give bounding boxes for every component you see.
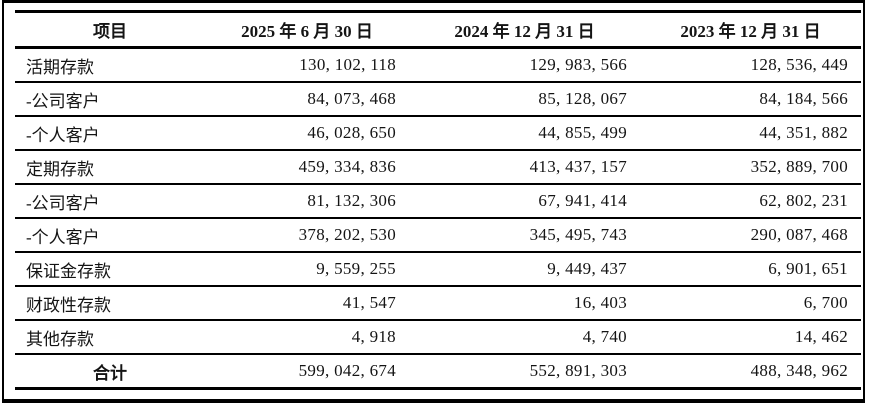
deposits-table-container: 项目 2025 年 6 月 30 日 2024 年 12 月 31 日 2023… (15, 10, 861, 390)
cell-value: 129, 983, 566 (409, 47, 640, 83)
cell-value: 4, 918 (205, 320, 409, 355)
cell-value: 84, 073, 468 (205, 82, 409, 117)
cell-value: 6, 700 (640, 286, 861, 321)
col-header-date-2023-12-31: 2023 年 12 月 31 日 (640, 11, 861, 49)
row-label: 财政性存款 (15, 286, 205, 321)
col-header-item: 项目 (15, 11, 205, 49)
cell-value: 67, 941, 414 (409, 184, 640, 219)
cell-value: 9, 559, 255 (205, 252, 409, 287)
cell-value: 128, 536, 449 (640, 47, 861, 83)
cell-value: 130, 102, 118 (205, 47, 409, 83)
col-header-date-2025-06-30: 2025 年 6 月 30 日 (205, 11, 409, 49)
table-row-time-deposits: 定期存款 459, 334, 836 413, 437, 157 352, 88… (15, 150, 861, 185)
table-row-margin-deposits: 保证金存款 9, 559, 255 9, 449, 437 6, 901, 65… (15, 252, 861, 287)
cell-value: 44, 855, 499 (409, 116, 640, 151)
cell-value: 81, 132, 306 (205, 184, 409, 219)
deposits-table: 项目 2025 年 6 月 30 日 2024 年 12 月 31 日 2023… (15, 10, 861, 390)
cell-value: 345, 495, 743 (409, 218, 640, 253)
cell-value: 44, 351, 882 (640, 116, 861, 151)
row-label: -公司客户 (15, 82, 205, 117)
table-row-fiscal-deposits: 财政性存款 41, 547 16, 403 6, 700 (15, 286, 861, 321)
cell-value: 459, 334, 836 (205, 150, 409, 185)
row-label: 保证金存款 (15, 252, 205, 287)
row-label: -公司客户 (15, 184, 205, 219)
row-label: -个人客户 (15, 218, 205, 253)
row-label: 活期存款 (15, 47, 205, 83)
cell-value: 413, 437, 157 (409, 150, 640, 185)
row-label: 其他存款 (15, 320, 205, 355)
table-row-total: 合计 599, 042, 674 552, 891, 303 488, 348,… (15, 354, 861, 389)
row-label: -个人客户 (15, 116, 205, 151)
table-row-demand-corporate: -公司客户 84, 073, 468 85, 128, 067 84, 184,… (15, 82, 861, 117)
col-header-date-2024-12-31: 2024 年 12 月 31 日 (409, 11, 640, 49)
table-row-demand-personal: -个人客户 46, 028, 650 44, 855, 499 44, 351,… (15, 116, 861, 151)
cell-value: 6, 901, 651 (640, 252, 861, 287)
cell-value: 290, 087, 468 (640, 218, 861, 253)
cell-value: 46, 028, 650 (205, 116, 409, 151)
cell-value: 352, 889, 700 (640, 150, 861, 185)
table-row-demand-deposits: 活期存款 130, 102, 118 129, 983, 566 128, 53… (15, 47, 861, 83)
cell-value: 85, 128, 067 (409, 82, 640, 117)
table-row-time-personal: -个人客户 378, 202, 530 345, 495, 743 290, 0… (15, 218, 861, 253)
row-label: 定期存款 (15, 150, 205, 185)
cell-value: 9, 449, 437 (409, 252, 640, 287)
header-row: 项目 2025 年 6 月 30 日 2024 年 12 月 31 日 2023… (15, 11, 861, 49)
table-row-other-deposits: 其他存款 4, 918 4, 740 14, 462 (15, 320, 861, 355)
cell-value: 4, 740 (409, 320, 640, 355)
cell-value: 488, 348, 962 (750, 361, 848, 380)
cell-value: 378, 202, 530 (205, 218, 409, 253)
table-row-time-corporate: -公司客户 81, 132, 306 67, 941, 414 62, 802,… (15, 184, 861, 219)
cell-value: 599, 042, 674 (298, 361, 396, 380)
cell-value: 14, 462 (640, 320, 861, 355)
cell-value: 84, 184, 566 (640, 82, 861, 117)
cell-value: 62, 802, 231 (640, 184, 861, 219)
cell-value: 41, 547 (205, 286, 409, 321)
total-row-label: 合计 (93, 363, 127, 383)
cell-value: 552, 891, 303 (529, 361, 627, 380)
cell-value: 16, 403 (409, 286, 640, 321)
